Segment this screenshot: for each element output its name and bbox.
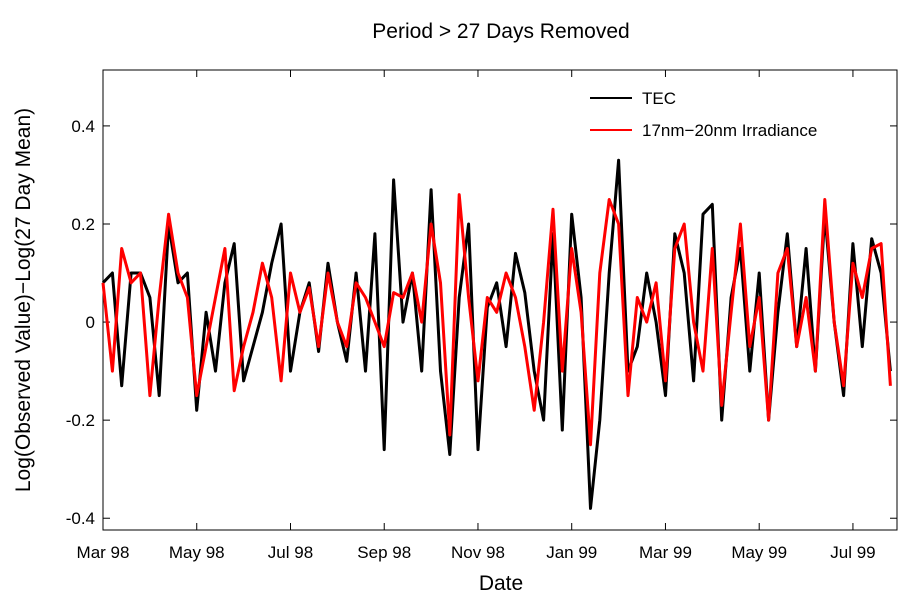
x-tick-label: Jul 99 bbox=[830, 543, 875, 562]
x-tick-label: Nov 98 bbox=[451, 543, 505, 562]
chart-title: Period > 27 Days Removed bbox=[372, 20, 629, 43]
x-tick-label: Sep 98 bbox=[357, 543, 411, 562]
y-tick-label: -0.2 bbox=[66, 411, 95, 430]
plot-frame bbox=[102, 69, 898, 531]
x-tick-label: Mar 99 bbox=[639, 543, 692, 562]
x-tick-label: Mar 98 bbox=[77, 543, 130, 562]
data-line bbox=[101, 193, 892, 447]
data-line bbox=[101, 158, 892, 510]
legend-label: 17nm−20nm Irradiance bbox=[642, 121, 817, 140]
x-axis-label: Date bbox=[479, 572, 523, 595]
x-tick-label: Jan 99 bbox=[546, 543, 597, 562]
y-tick-label: 0 bbox=[86, 313, 95, 332]
y-tick-label: -0.4 bbox=[66, 509, 95, 528]
x-tick-label: May 99 bbox=[731, 543, 787, 562]
x-tick-label: May 98 bbox=[169, 543, 225, 562]
y-axis-label: Log(Observed Value)−Log(27 Day Mean) bbox=[12, 108, 35, 492]
y-tick-label: 0.2 bbox=[71, 215, 95, 234]
x-tick-label: Jul 98 bbox=[268, 543, 313, 562]
legend-label: TEC bbox=[642, 89, 676, 108]
y-tick-label: 0.4 bbox=[71, 117, 95, 136]
